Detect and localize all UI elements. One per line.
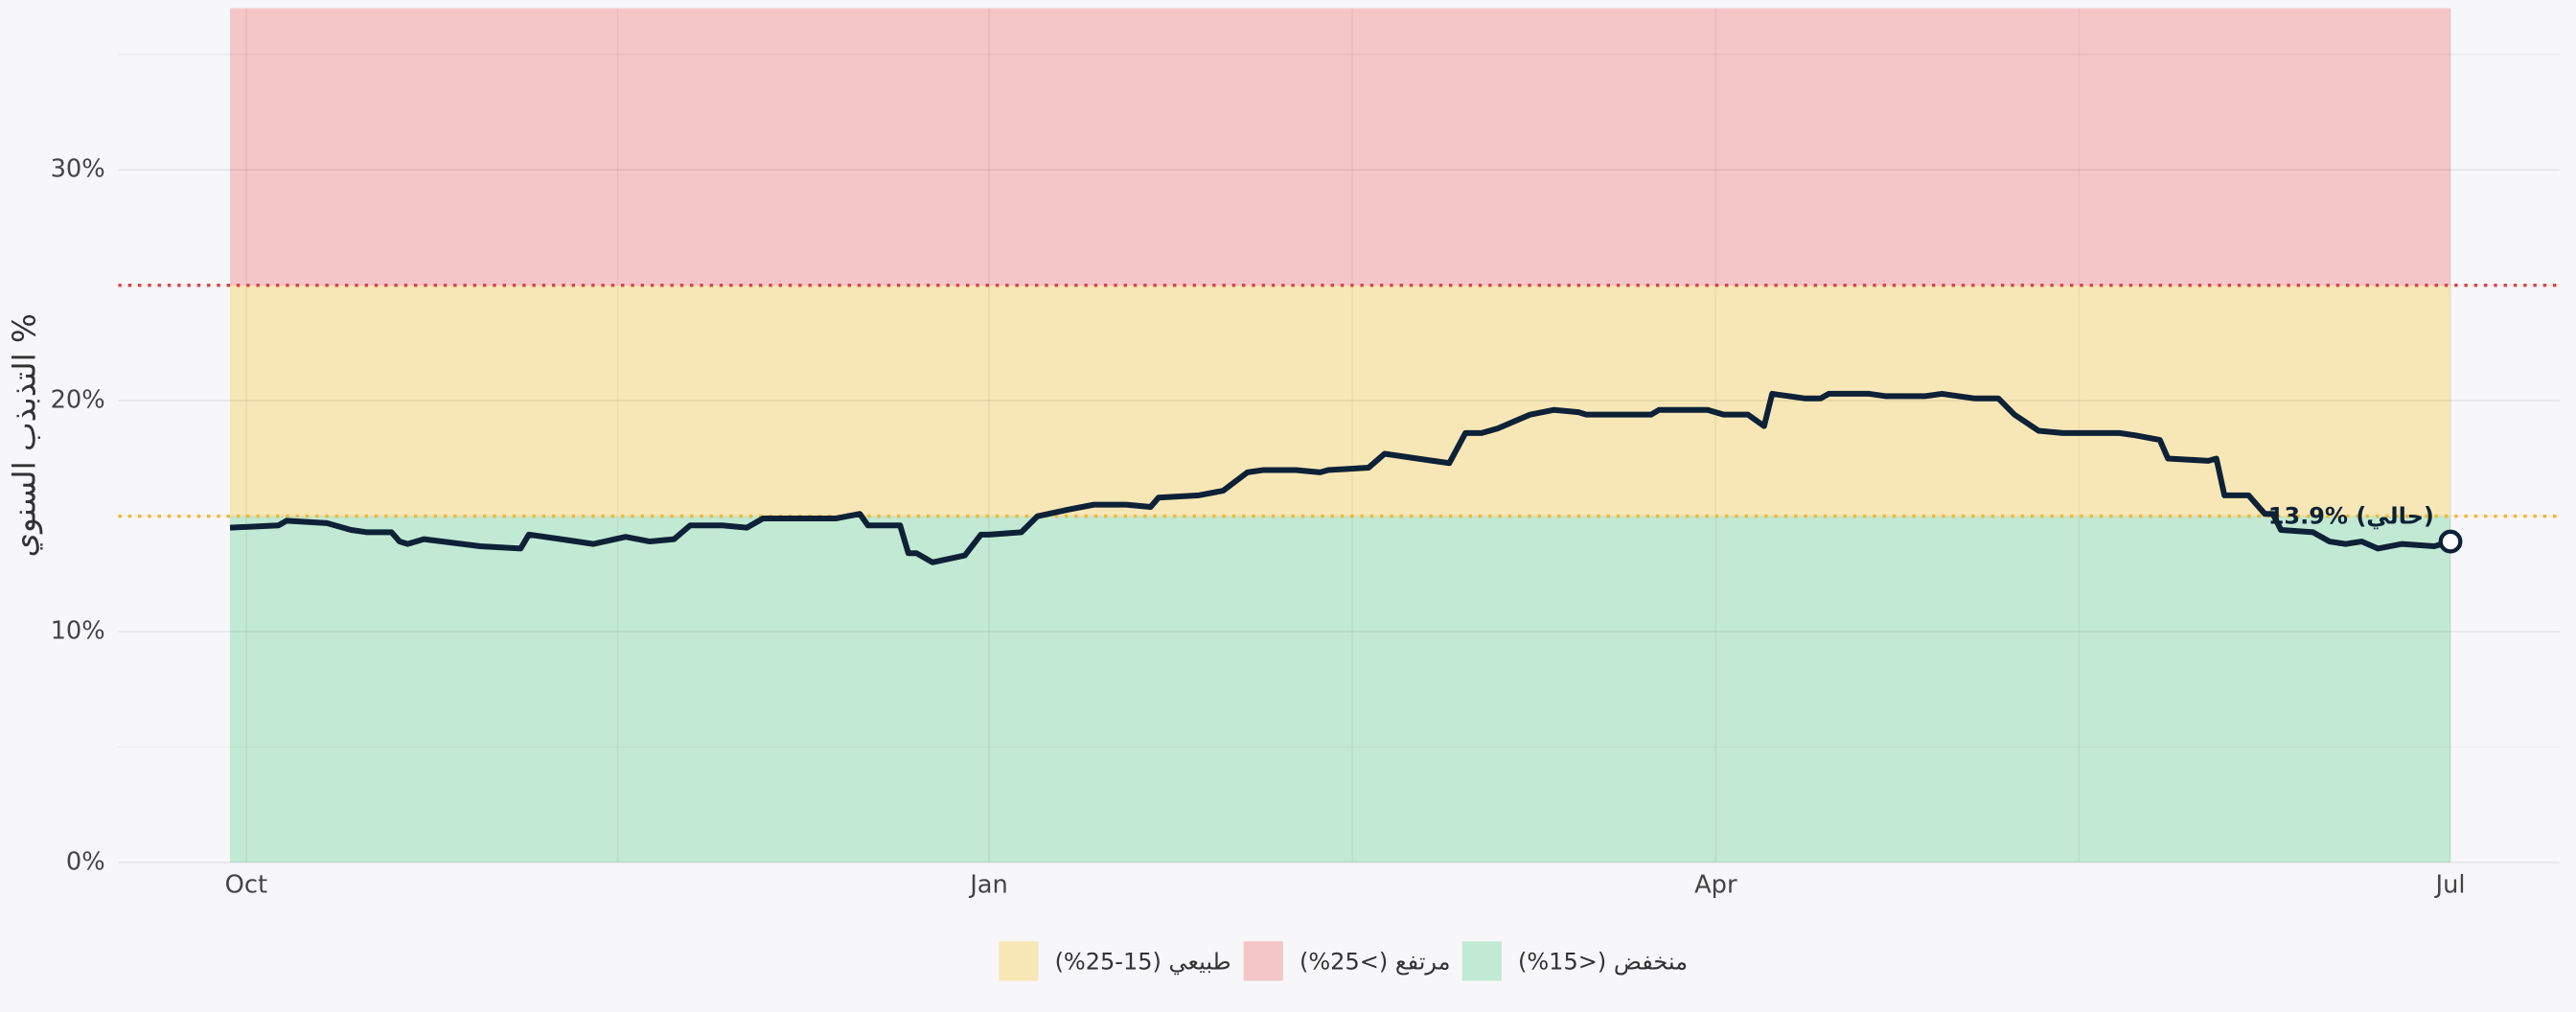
y-tick-label: 10% xyxy=(51,617,105,646)
legend-label: طبيعي (15-25%) xyxy=(1055,949,1231,976)
current-marker xyxy=(2438,529,2463,554)
zone-band xyxy=(230,8,2451,286)
zone-band xyxy=(230,285,2451,517)
legend-label: مرتفع (>25%) xyxy=(1300,949,1451,976)
zone-band xyxy=(230,516,2451,862)
legend-swatch xyxy=(999,941,1039,981)
x-tick-label: Jan xyxy=(968,870,1008,899)
legend-swatch xyxy=(1243,941,1283,981)
y-tick-label: 0% xyxy=(66,847,105,876)
x-tick-label: Oct xyxy=(225,870,267,899)
legend-swatch xyxy=(1461,941,1502,981)
x-tick-label: Jul xyxy=(2434,870,2466,899)
y-axis-label: التذبذب السنوي % xyxy=(6,313,42,557)
annotation: 13.9% (حالي) xyxy=(2268,502,2434,529)
y-tick-label: 30% xyxy=(51,155,105,184)
x-tick-label: Apr xyxy=(1694,870,1737,899)
legend-label: منخفض (<15%) xyxy=(1518,949,1688,976)
y-tick-label: 20% xyxy=(51,386,105,415)
volatility-line xyxy=(229,390,2451,565)
